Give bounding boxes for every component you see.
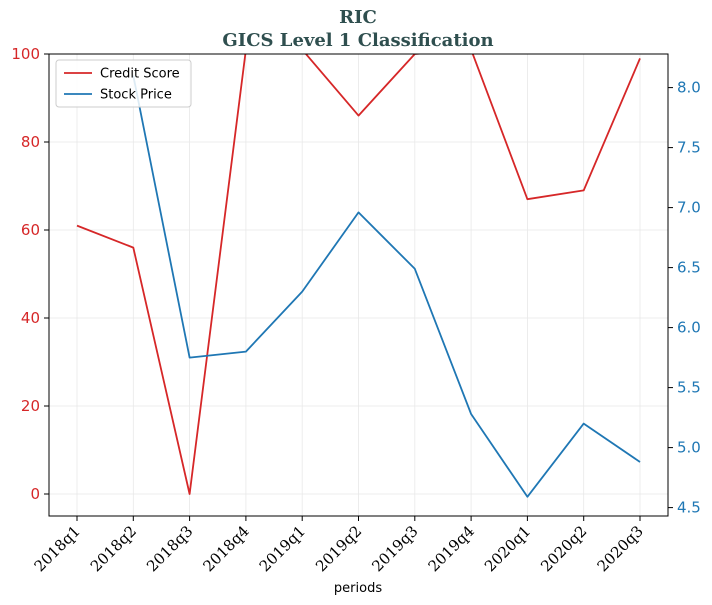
x-tick-label: 2018q1 [31,522,84,575]
x-tick-label: 2018q2 [87,522,140,575]
right-axis: 4.5 5.0 5.5 6.0 6.5 7.0 7.5 8.0 [668,79,701,517]
right-tick-label: 5.5 [677,379,701,397]
left-axis: 0 20 40 60 80 100 [11,45,49,503]
series-line-stock-price [132,75,641,498]
legend: Credit Score Stock Price [55,59,192,108]
right-tick-label: 4.5 [677,499,701,517]
x-tick-label: 2019q1 [256,522,309,575]
right-tick-label: 5.0 [677,439,701,457]
legend-label-credit-score: Credit Score [100,67,180,82]
left-tick-label: 40 [21,309,40,327]
right-tick-label: 7.5 [677,139,701,157]
left-tick-label: 0 [30,485,40,503]
legend-label-stock-price: Stock Price [100,88,172,103]
left-tick-label: 60 [21,221,40,239]
right-tick-label: 6.5 [677,259,701,277]
right-tick-label: 7.0 [677,199,701,217]
x-axis: 2018q1 2018q2 2018q3 2018q4 2019q1 2019q2 2019… [31,516,647,575]
right-tick-label: 6.0 [677,319,701,337]
left-tick-label: 20 [21,397,40,415]
x-axis-label: periods [334,581,382,596]
x-tick-label: 2020q3 [594,522,647,575]
chart-title: RIC [339,7,377,28]
x-tick-label: 2018q3 [143,522,196,575]
left-tick-label: 80 [21,133,40,151]
x-tick-label: 2019q2 [312,522,365,575]
x-tick-label: 2019q4 [425,522,478,575]
x-tick-label: 2020q2 [537,522,590,575]
legend-box [55,59,192,108]
x-tick-label: 2019q3 [368,522,421,575]
x-tick-label: 2020q1 [481,522,534,575]
series-lines [76,54,641,498]
x-tick-label: 2018q4 [199,522,252,575]
left-tick-label: 100 [11,45,40,63]
right-tick-label: 8.0 [677,79,701,97]
chart-subtitle: GICS Level 1 Classification [222,30,493,51]
series-line-credit-score [76,54,641,495]
